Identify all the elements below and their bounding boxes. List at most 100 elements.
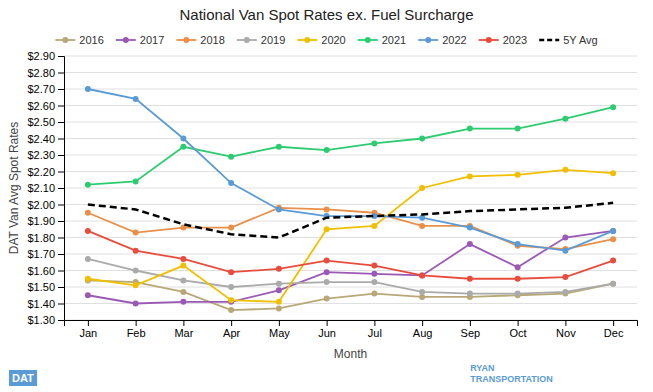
series-point <box>562 116 568 122</box>
y-tick: $2.50 <box>27 116 64 128</box>
series-point <box>324 279 330 285</box>
series-point <box>133 178 139 184</box>
series-point <box>515 291 521 297</box>
logo-badge: DAT <box>9 370 37 386</box>
series-point <box>610 228 616 234</box>
x-axis: JanFebMarAprMayJunJulAugSepOctNovDec <box>65 320 638 339</box>
x-tick-mark <box>231 320 232 326</box>
y-tick-label: $1.40 <box>27 298 55 310</box>
legend-label: 5Y Avg <box>563 34 597 46</box>
x-tick-label: May <box>269 327 290 339</box>
series-point <box>610 281 616 287</box>
y-tick: $2.60 <box>27 100 64 112</box>
series-point <box>133 268 139 274</box>
series-point <box>371 140 377 146</box>
y-tick-label: $2.90 <box>27 50 55 62</box>
series-point <box>515 172 521 178</box>
y-tick-mark <box>58 287 64 288</box>
y-tick-label: $1.50 <box>27 281 55 293</box>
series-point <box>515 276 521 282</box>
legend-item: 2022 <box>418 34 466 46</box>
series-point <box>419 272 425 278</box>
legend-marker <box>62 37 68 43</box>
series-point <box>371 223 377 229</box>
x-tick-mark <box>136 320 137 326</box>
y-tick: $2.30 <box>27 149 64 161</box>
series-point <box>228 180 234 186</box>
legend-marker <box>486 37 492 43</box>
x-tick: Apr <box>223 320 240 339</box>
y-tick-mark <box>58 205 64 206</box>
x-tick-label: Oct <box>510 327 527 339</box>
series-point <box>610 258 616 264</box>
y-tick: $2.90 <box>27 50 64 62</box>
series-point <box>228 297 234 303</box>
annotation: RYANTRANSPORTATION <box>470 363 553 384</box>
y-tick: $2.80 <box>27 67 64 79</box>
series-point <box>562 289 568 295</box>
series-point <box>276 305 282 311</box>
y-tick-mark <box>58 155 64 156</box>
grid-line <box>64 237 637 238</box>
series-point <box>85 256 91 262</box>
legend-label: 2020 <box>321 34 345 46</box>
legend-item: 2017 <box>116 34 164 46</box>
y-tick-mark <box>58 188 64 189</box>
x-tick-label: Dec <box>604 327 624 339</box>
y-tick: $2.10 <box>27 182 64 194</box>
series-point <box>371 263 377 269</box>
plot-area: $1.30$1.40$1.50$1.60$1.70$1.80$1.90$2.00… <box>27 50 637 339</box>
series-point <box>419 223 425 229</box>
grid <box>64 56 637 320</box>
grid-line <box>64 56 637 57</box>
y-tick: $1.40 <box>27 298 64 310</box>
y-tick-label: $2.60 <box>27 100 55 112</box>
y-tick-mark <box>58 89 64 90</box>
series-point <box>180 256 186 262</box>
grid-line <box>64 138 637 139</box>
legend-marker <box>183 37 189 43</box>
series-point <box>610 104 616 110</box>
series-group <box>85 86 616 313</box>
series-point <box>85 228 91 234</box>
legend-item: 2016 <box>55 34 103 46</box>
legend-item: 5Y Avg <box>539 34 597 46</box>
y-tick-mark <box>58 139 64 140</box>
y-tick-label: $2.80 <box>27 67 55 79</box>
series-point <box>85 292 91 298</box>
series-point <box>85 210 91 216</box>
y-tick-mark <box>58 304 64 305</box>
series-point <box>228 154 234 160</box>
y-tick-mark <box>58 73 64 74</box>
series-point <box>228 269 234 275</box>
x-tick-label: Feb <box>127 327 146 339</box>
legend-marker <box>244 37 250 43</box>
series-point <box>562 167 568 173</box>
annotations: DAT RYANTRANSPORTATION <box>9 363 553 386</box>
x-tick: Aug <box>413 320 433 339</box>
series-point <box>371 271 377 277</box>
x-tick-mark <box>422 320 423 326</box>
series-line <box>88 231 613 279</box>
legend: 201620172018201920202021202220235Y Avg <box>55 34 597 46</box>
y-tick-label: $2.50 <box>27 116 55 128</box>
x-tick-mark <box>470 320 471 326</box>
y-axis-title: DAT Van Avg Spot Rates <box>7 122 21 255</box>
series-point <box>276 144 282 150</box>
legend-item: 2021 <box>358 34 406 46</box>
y-tick-label: $2.40 <box>27 133 55 145</box>
y-tick-label: $1.60 <box>27 265 55 277</box>
y-tick-mark <box>58 56 64 57</box>
annotation-line: TRANSPORTATION <box>470 374 553 384</box>
series-point <box>467 126 473 132</box>
y-tick-label: $1.80 <box>27 232 55 244</box>
y-tick-label: $2.20 <box>27 166 55 178</box>
series-point <box>180 289 186 295</box>
legend-label: 2019 <box>261 34 285 46</box>
y-axis-line <box>58 57 65 321</box>
series-point <box>610 170 616 176</box>
legend-marker <box>365 37 371 43</box>
x-tick-label: Sep <box>461 327 481 339</box>
y-tick-mark <box>58 106 64 107</box>
y-axis: $1.30$1.40$1.50$1.60$1.70$1.80$1.90$2.00… <box>27 50 64 326</box>
